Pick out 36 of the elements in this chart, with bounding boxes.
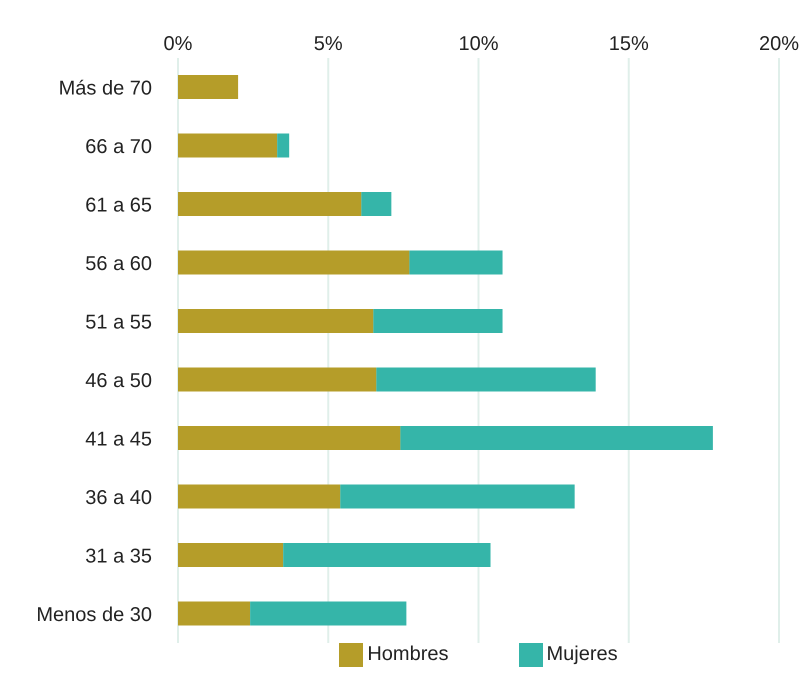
y-tick-label: 41 a 45	[85, 428, 152, 450]
y-tick-label: 66 a 70	[85, 136, 152, 158]
bar	[361, 192, 392, 216]
bar	[178, 602, 250, 626]
x-tick-label: 5%	[314, 33, 343, 55]
bar	[400, 426, 713, 450]
y-tick-label: 31 a 35	[85, 545, 152, 568]
y-tick-label: 61 a 65	[85, 194, 152, 216]
bar	[283, 543, 491, 567]
bar	[178, 75, 238, 99]
bar	[277, 134, 290, 158]
bar	[376, 368, 596, 392]
y-tick-label: Menos de 30	[36, 604, 152, 626]
y-tick-label: 36 a 40	[85, 486, 152, 509]
bar	[373, 309, 503, 333]
x-tick-label: 15%	[608, 33, 649, 55]
bar	[178, 368, 376, 392]
bar	[178, 426, 400, 450]
bar	[178, 134, 278, 158]
legend-label: Mujeres	[546, 643, 618, 666]
y-tick-label: 46 a 50	[85, 370, 152, 392]
bar	[178, 309, 374, 333]
bar	[250, 602, 406, 626]
bar	[178, 543, 284, 567]
x-tick-label: 0%	[164, 33, 193, 55]
bar	[409, 250, 503, 274]
bar	[178, 250, 410, 274]
bar	[178, 484, 340, 508]
y-tick-label: 56 a 60	[85, 252, 152, 275]
bar	[178, 192, 362, 216]
bar	[340, 484, 575, 508]
y-tick-label: Más de 70	[58, 77, 152, 100]
x-tick-label: 10%	[458, 33, 499, 55]
x-tick-label: 20%	[758, 33, 800, 55]
legend-label: Hombres	[367, 643, 448, 666]
y-tick-label: 51 a 55	[85, 311, 152, 334]
